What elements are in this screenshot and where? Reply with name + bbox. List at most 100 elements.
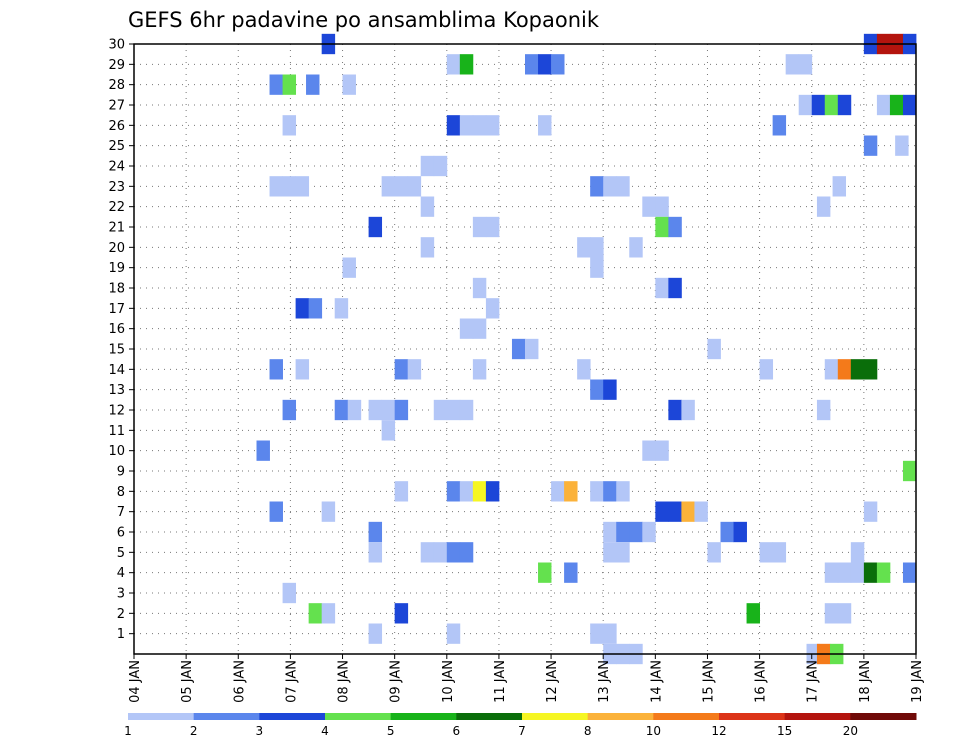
precip-cell (269, 501, 283, 522)
precip-cell (590, 379, 604, 400)
precip-cell (863, 562, 878, 583)
precip-cell (485, 298, 500, 319)
precip-cell (590, 623, 604, 644)
precip-cell (811, 94, 826, 116)
colorbar-segment (193, 713, 260, 720)
y-tick-label: 19 (108, 261, 125, 276)
colorbar-label: 20 (843, 724, 858, 738)
precip-cell (590, 237, 604, 258)
colorbar-segment (456, 713, 523, 720)
precip-cell (368, 623, 383, 644)
precip-cell (459, 115, 474, 136)
colorbar: 1 2 3 4 5 6 7 8 10 12 15 20 (124, 713, 917, 738)
precipitation-cells (256, 33, 917, 665)
precip-cell (368, 216, 383, 238)
precip-cell (295, 176, 310, 197)
precip-cell (306, 74, 320, 95)
x-tick-label: 08 JAN (337, 660, 352, 703)
x-tick-label: 11 JAN (493, 660, 508, 703)
precip-cell (759, 542, 774, 563)
colorbar-label: 1 (124, 724, 132, 738)
precip-cell (681, 501, 695, 522)
precip-cell (785, 54, 800, 75)
precip-cell (459, 318, 474, 339)
precip-cell (472, 318, 487, 339)
precip-cell (902, 94, 917, 116)
precip-cell (433, 399, 448, 421)
colorbar-segment (784, 713, 851, 720)
precip-cell (837, 562, 852, 583)
precip-cell (538, 562, 552, 583)
colorbar-segment (259, 713, 326, 720)
y-tick-label: 29 (108, 58, 125, 73)
x-tick-label: 14 JAN (649, 660, 664, 703)
precip-cell (394, 603, 409, 624)
precip-cell (485, 115, 500, 136)
precip-cell (824, 94, 839, 116)
x-tick-label: 19 JAN (910, 660, 925, 703)
precip-cell (837, 603, 852, 624)
precip-cell (824, 603, 839, 624)
x-tick-label: 10 JAN (441, 660, 456, 703)
precip-cell (446, 399, 461, 421)
precip-cell (282, 74, 297, 95)
colorbar-label: 8 (584, 724, 592, 738)
precip-cell (590, 257, 604, 278)
precip-cell (759, 359, 774, 380)
precip-cell (485, 481, 500, 502)
precip-cell (347, 399, 362, 421)
precip-cell (446, 115, 461, 136)
precip-cell (733, 521, 747, 543)
y-tick-label: 26 (108, 119, 125, 134)
precip-cell (837, 94, 852, 116)
y-tick-label: 30 (108, 38, 125, 53)
precip-cell (824, 562, 839, 583)
precip-cell (269, 176, 283, 197)
precip-cell (902, 562, 917, 583)
precip-cell (446, 54, 461, 75)
colorbar-label: 5 (387, 724, 395, 738)
colorbar-segment (719, 713, 786, 720)
precip-cell (308, 298, 323, 319)
precip-cell (798, 94, 813, 116)
precip-cell (850, 562, 865, 583)
precip-cell (433, 542, 448, 563)
precip-cell (459, 542, 474, 563)
precip-cell (334, 399, 349, 421)
precip-cell (655, 440, 669, 461)
x-tick-label: 13 JAN (597, 660, 612, 703)
precip-cell (668, 216, 682, 238)
precip-cell (394, 481, 409, 502)
precip-cell (459, 399, 474, 421)
precip-cell (616, 481, 630, 502)
precip-cell (472, 115, 487, 136)
y-tick-label: 2 (117, 607, 125, 622)
precip-cell (668, 277, 682, 299)
precip-cell (269, 74, 283, 95)
precip-cell (381, 176, 396, 197)
y-tick-label: 16 (108, 322, 125, 337)
colorbar-segment (653, 713, 720, 720)
x-tick-label: 12 JAN (545, 660, 560, 703)
x-tick-label: 06 JAN (232, 660, 247, 703)
precip-cell (472, 481, 487, 502)
precip-cell (629, 521, 643, 543)
precip-cell (616, 542, 630, 563)
y-tick-label: 12 (108, 404, 125, 419)
colorbar-label: 10 (646, 724, 661, 738)
precip-cell (538, 54, 552, 75)
y-tick-label: 13 (108, 383, 125, 398)
precip-cell (816, 196, 831, 217)
x-tick-label: 17 JAN (806, 660, 821, 703)
y-axis-ticks: 1234567891011121314151617181920212223242… (108, 38, 134, 642)
y-tick-label: 23 (108, 180, 125, 195)
precip-cell (642, 440, 656, 461)
precip-cell (472, 277, 487, 299)
precip-cell (394, 359, 409, 380)
precip-cell (551, 54, 565, 75)
precip-cell (321, 603, 336, 624)
y-tick-label: 15 (108, 343, 125, 358)
precip-cell (876, 562, 891, 583)
precip-cell (590, 481, 604, 502)
precip-cell (446, 623, 461, 644)
